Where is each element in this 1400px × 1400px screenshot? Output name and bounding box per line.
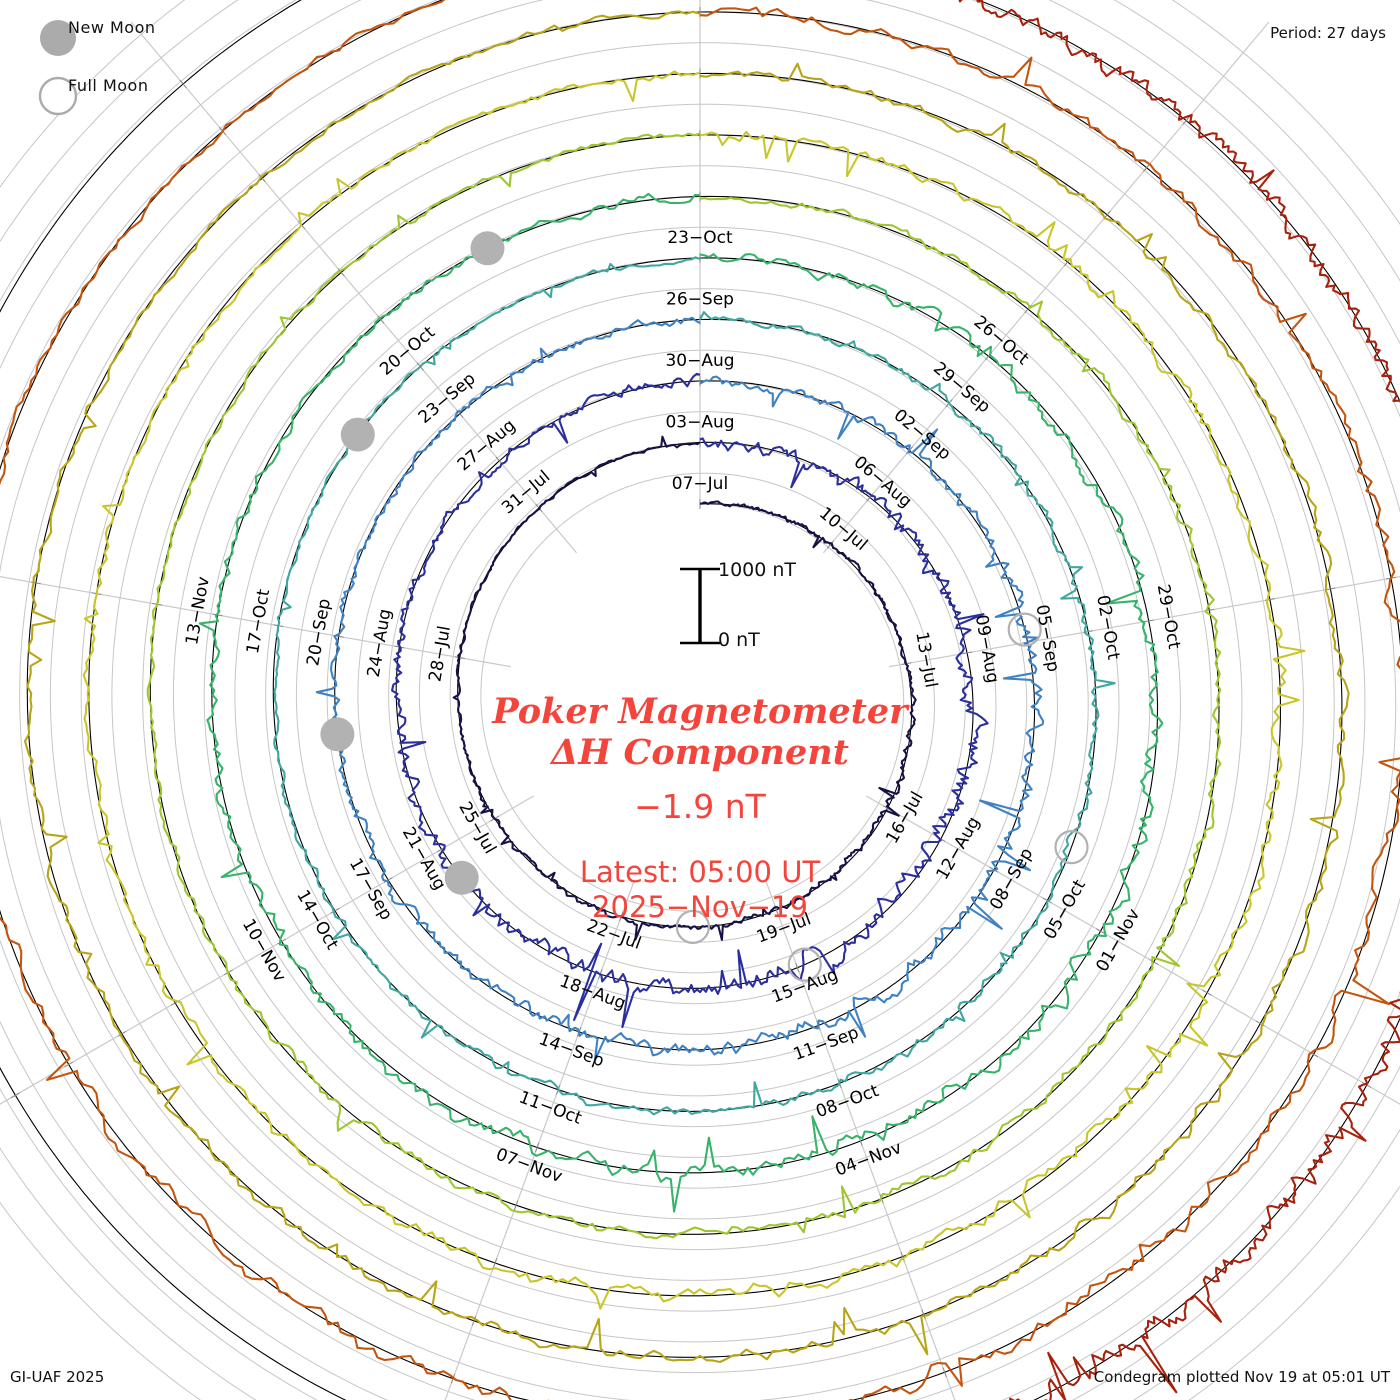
new-moon-marker (340, 417, 375, 452)
latest-block: Latest: 05:00 UT 2025−Nov−19 (0, 855, 1400, 925)
date-label: 13−Jul (911, 630, 941, 689)
moon-markers (320, 231, 1089, 982)
date-label: 07−Nov (493, 1144, 565, 1187)
date-label: 11−Sep (791, 1023, 862, 1065)
full-moon-marker (1007, 612, 1042, 647)
page-subtitle: ΔH Component (551, 731, 849, 773)
date-label: 20−Sep (303, 597, 335, 667)
date-label: 26−Sep (666, 290, 734, 310)
new-moon-icon (40, 20, 76, 56)
scale-top-label: 1000 nT (718, 559, 797, 581)
date-label: 03−Aug (665, 413, 734, 433)
date-label: 23−Sep (415, 369, 480, 428)
date-label: 30−Aug (665, 351, 734, 371)
trace-revolution-5 (146, 132, 1222, 1240)
date-label: 23−Oct (667, 228, 733, 248)
period-label: Period: 27 days (1270, 24, 1386, 42)
date-label: 04−Nov (833, 1138, 905, 1181)
date-label: 13−Nov (182, 575, 214, 646)
date-label: 07−Jul (672, 474, 728, 494)
full-moon-icon (38, 76, 78, 116)
date-label: 10−Nov (238, 916, 290, 986)
full-moon-marker (1054, 829, 1089, 865)
trace-revolution-4 (198, 192, 1164, 1213)
trace-revolution-0 (452, 435, 917, 941)
date-label: 29−Oct (1153, 583, 1184, 651)
page-title: Poker Magnetometer (492, 691, 908, 732)
date-label: 14−Sep (536, 1029, 607, 1071)
date-label: 10−Jul (815, 503, 871, 555)
trace-revolution-6 (82, 70, 1306, 1310)
copyright-label: GI-UAF 2025 (10, 1368, 105, 1386)
date-label: 24−Aug (364, 607, 396, 679)
latest-date: 2025−Nov−19 (592, 889, 808, 924)
date-label: 02−Sep (890, 405, 955, 464)
new-moon-marker (320, 717, 355, 752)
date-label: 09−Aug (971, 613, 1003, 685)
date-label: 08−Oct (813, 1081, 881, 1122)
scale-bar-icon (680, 567, 720, 645)
latest-time: Latest: 05:00 UT (579, 855, 821, 889)
date-label: 26−Oct (970, 312, 1033, 369)
trace-revolution-9 (958, 0, 1400, 1400)
center-title-block: Poker Magnetometer ΔH Component −1.9 nT (0, 691, 1400, 827)
trace-revolution-2 (315, 316, 1045, 1062)
moon-legend (38, 20, 78, 116)
full-moon-marker (675, 909, 711, 945)
date-label: 02−Oct (1092, 594, 1123, 662)
full-moon-label: Full Moon (68, 76, 149, 95)
full-moon-marker (787, 947, 822, 982)
trace-revolution-7 (23, 10, 1350, 1364)
date-label: 15−Aug (769, 965, 841, 1008)
date-label: 27−Aug (454, 416, 520, 476)
trace-revolution-3 (273, 256, 1116, 1116)
new-moon-marker (444, 860, 479, 895)
trace-revolution-1 (391, 372, 989, 1029)
new-moon-marker (470, 231, 505, 266)
new-moon-label: New Moon (68, 18, 156, 37)
scale-bottom-label: 0 nT (718, 629, 760, 651)
date-label: 17−Oct (243, 587, 274, 655)
current-value: −1.9 nT (634, 787, 766, 827)
plot-timestamp-label: Condegram plotted Nov 19 at 05:01 UT (1093, 1368, 1390, 1386)
